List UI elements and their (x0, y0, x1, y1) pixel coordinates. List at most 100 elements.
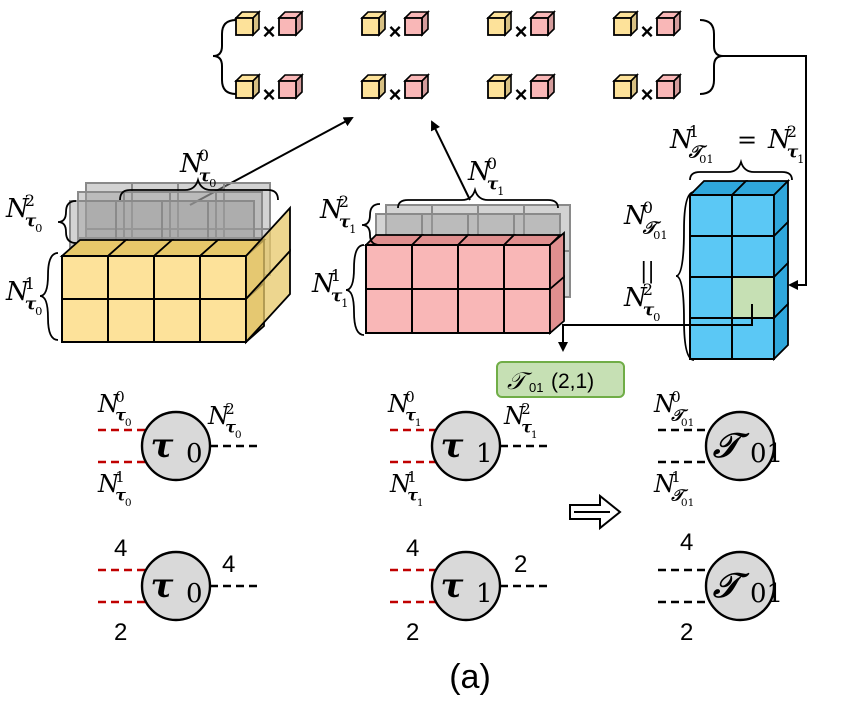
n-base: N (389, 470, 412, 498)
pink-cube-icon (655, 10, 682, 37)
node-subscript: 1 (476, 579, 493, 609)
n-sub: τ (487, 174, 499, 194)
n-base: N (97, 470, 120, 498)
tau1-dim-right: 2 (514, 551, 527, 578)
flow-line-to-index-tag (558, 304, 753, 352)
node-subscript: 01 (750, 579, 783, 609)
n-subsub: 1 (497, 184, 504, 198)
grid-cell (153, 255, 201, 300)
index-tag-box (496, 361, 625, 398)
pink-cube-icon (277, 10, 304, 37)
yellow-cube-icon (486, 10, 513, 37)
n-subsub: 0 (209, 176, 216, 190)
grid-cell (503, 288, 551, 334)
n-base: N (5, 194, 30, 224)
grid-cell (61, 255, 109, 300)
t01-label-equiv: || (640, 259, 655, 284)
times-symbol: × (515, 19, 528, 44)
grid-cell (365, 288, 413, 334)
pink-cube-icon (529, 73, 556, 100)
yellow-cube-icon (612, 73, 639, 100)
n-sub: τ (331, 286, 343, 306)
grid-cell (153, 298, 201, 343)
grid-cell (457, 244, 505, 290)
n-sub: τ (199, 166, 211, 186)
n-base: N (653, 470, 676, 498)
node-circle (704, 550, 776, 622)
n-sup: 2 (521, 400, 530, 418)
tau0-left-lower-brace (39, 252, 59, 341)
node-symbol: τ (441, 426, 464, 466)
n-sup: 2 (339, 192, 349, 211)
yellow-cube-icon (234, 73, 261, 100)
t01-label-eq: = (737, 126, 757, 154)
node-circle (140, 550, 212, 622)
n-sup: 1 (407, 468, 416, 486)
n-sup: 1 (331, 266, 341, 285)
n-base: N (311, 269, 336, 299)
pink-cube-icon (403, 10, 430, 37)
flow-line-to-result-cell (723, 55, 807, 290)
n-base: N (623, 201, 648, 231)
tau1-dim-bottom: 2 (406, 619, 419, 646)
times-symbol: × (641, 19, 654, 44)
n-sup: 2 (225, 400, 234, 418)
pink-cube-icon (403, 73, 430, 100)
times-symbol: × (389, 82, 402, 107)
node-subscript: 0 (186, 439, 203, 469)
cube-product-pair: × (612, 73, 682, 107)
tau1-tensor-block (363, 204, 571, 335)
n-sup: 2 (787, 122, 797, 141)
t01-dim-node: 𝒯 01 (704, 550, 783, 622)
right-brace (699, 19, 724, 95)
times-symbol: × (263, 19, 276, 44)
side-cell (549, 275, 565, 335)
times-symbol: × (263, 82, 276, 107)
cube-product-pair: × (360, 10, 430, 44)
n-sub: τ (643, 300, 655, 320)
times-symbol: × (515, 82, 528, 107)
tau1-dim-top: 4 (406, 535, 419, 562)
node-circle (140, 410, 212, 482)
n-subsub: 0 (35, 221, 42, 235)
tau1-left-upper-brace (361, 203, 381, 246)
n-subsub: 1 (341, 296, 348, 310)
n-sub: τ (25, 294, 37, 314)
cube-product-pair: × (486, 73, 556, 107)
t01-dim-top: 4 (680, 529, 693, 556)
n-sub: τ (339, 212, 351, 232)
n-subsub: 1 (797, 152, 804, 166)
left-brace (212, 19, 237, 95)
grid-cell (61, 298, 109, 343)
yellow-cube-icon (486, 73, 513, 100)
tau1-top-brace (397, 186, 559, 209)
t01-dim-bottom: 2 (680, 619, 693, 646)
yellow-cube-icon (612, 10, 639, 37)
grid-cell (365, 244, 413, 290)
t01-tensor-block (687, 178, 791, 362)
arrow-tau1-to-products (431, 120, 471, 201)
t01-top-brace (689, 158, 793, 181)
index-tag-subscript: 01 (529, 380, 543, 395)
n-sup: 0 (115, 388, 124, 406)
grid-cell (411, 244, 459, 290)
grid-cell (199, 255, 247, 300)
n-subsub: 01 (699, 152, 714, 166)
n-sup: 2 (25, 191, 35, 210)
n-subsub: 1 (531, 429, 538, 441)
times-symbol: × (641, 82, 654, 107)
n-subsub: 0 (235, 429, 242, 441)
side-cell (245, 248, 291, 345)
